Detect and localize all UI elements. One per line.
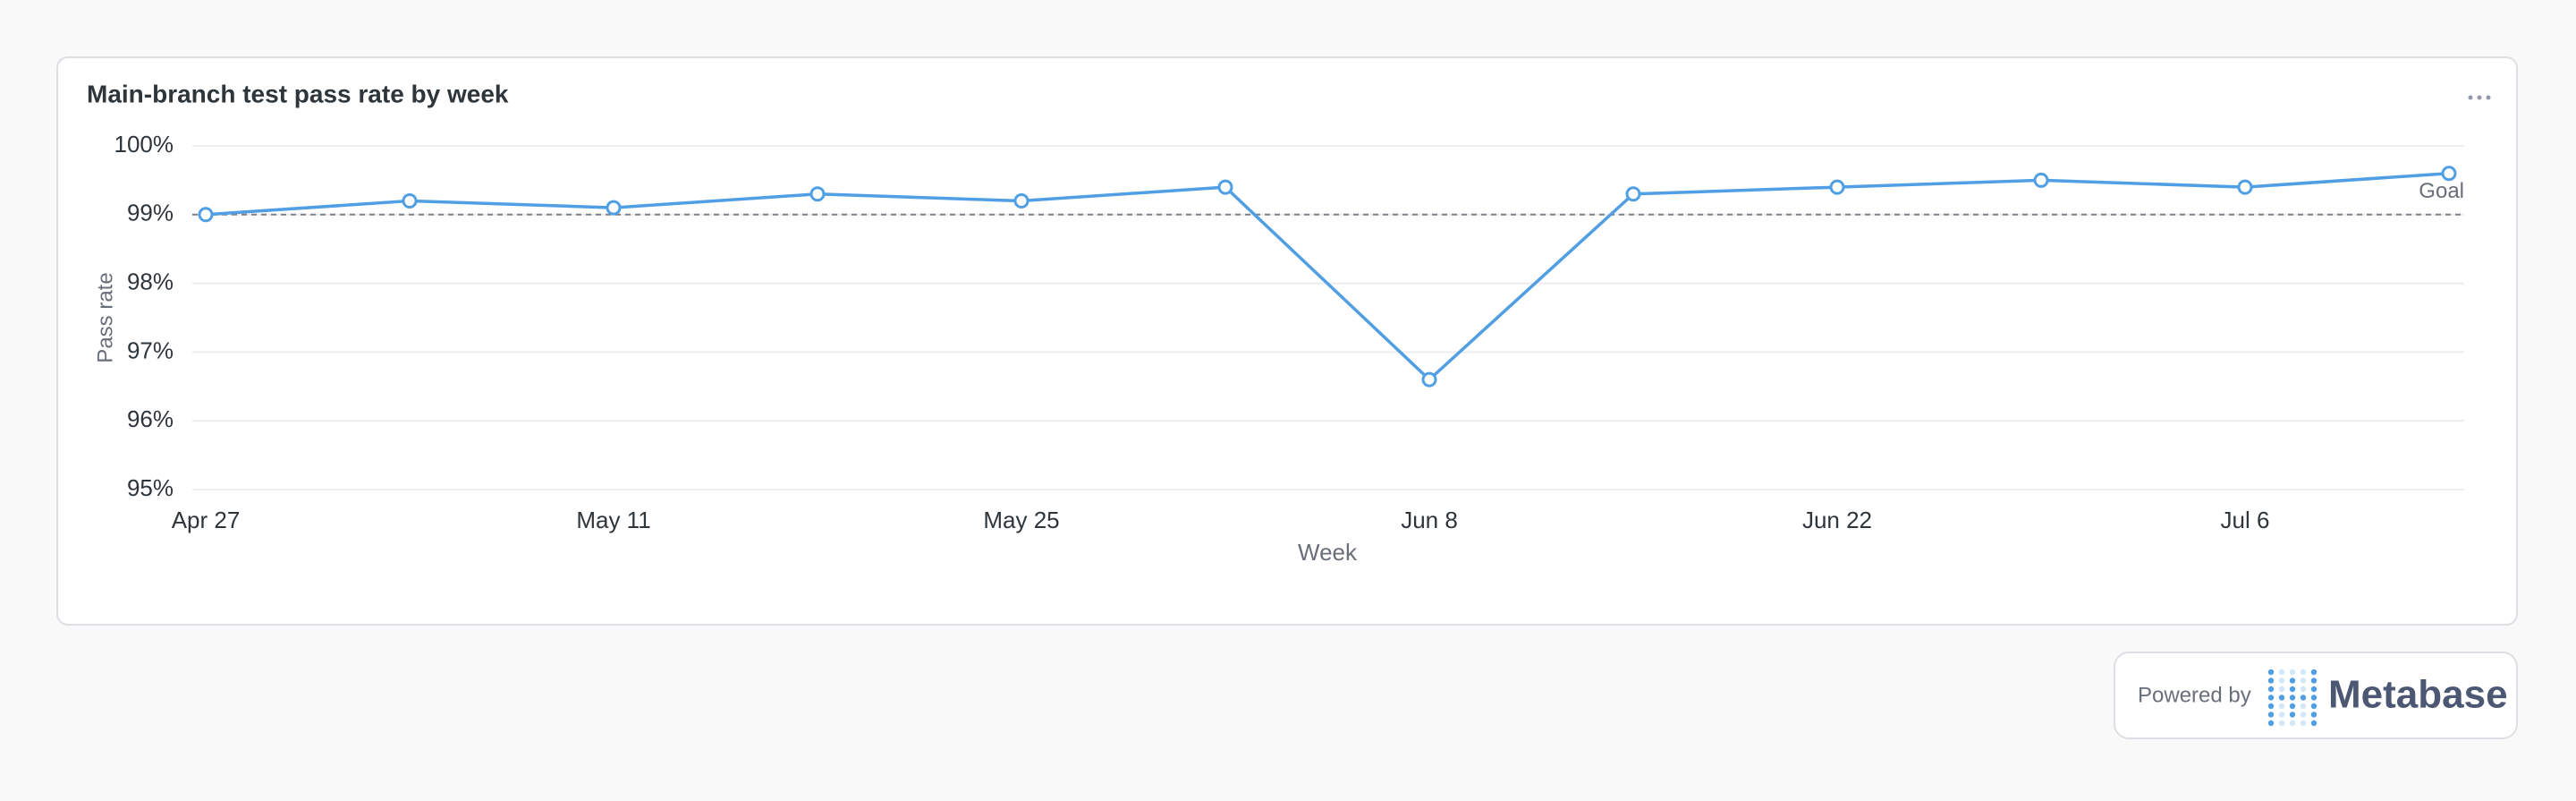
metabase-logo <box>2267 669 2318 727</box>
data-point <box>1421 371 1437 388</box>
logo-dot <box>2310 677 2318 684</box>
y-tick-label: 99% <box>127 200 174 226</box>
y-axis-label: Pass rate <box>93 272 117 362</box>
logo-dot <box>2300 703 2307 710</box>
logo-dot <box>2278 703 2285 710</box>
powered-by-text: Powered by <box>2138 683 2251 707</box>
card <box>56 56 2518 626</box>
logo-dot <box>2289 677 2296 684</box>
logo-dot <box>2310 694 2318 701</box>
x-tick-label: May 25 <box>983 507 1059 533</box>
powered-by-badge[interactable] <box>2114 652 2518 739</box>
data-point <box>1625 186 1641 202</box>
logo-dot <box>2278 720 2285 727</box>
data-point <box>198 207 214 223</box>
series-line <box>205 171 2450 381</box>
logo-dot <box>2310 669 2318 676</box>
data-point <box>402 192 418 209</box>
brand-name: Metabase <box>2328 673 2508 717</box>
x-axis-label: Week <box>1298 539 1358 566</box>
x-tick-label: Apr 27 <box>172 507 241 533</box>
logo-dot <box>2289 703 2296 710</box>
data-point <box>1013 192 1030 209</box>
logo-dot <box>2267 686 2275 693</box>
x-tick-label: Jun 8 <box>1401 507 1458 533</box>
logo-dot <box>2310 686 2318 693</box>
data-point <box>2441 166 2457 182</box>
logo-dot <box>2267 703 2275 710</box>
logo-dot <box>2289 694 2296 701</box>
logo-dot <box>2278 686 2285 693</box>
data-point <box>809 186 826 202</box>
data-point <box>1829 179 1845 195</box>
y-tick-label: 100% <box>114 131 174 158</box>
logo-dot <box>2310 720 2318 727</box>
data-point <box>606 200 622 216</box>
menu-icon[interactable] <box>2468 95 2491 100</box>
logo-dot <box>2300 694 2307 701</box>
chart-title: Main-branch test pass rate by week <box>87 80 509 107</box>
y-tick-label: 97% <box>127 337 174 363</box>
logo-dot <box>2267 677 2275 684</box>
logo-dot <box>2267 720 2275 727</box>
logo-dot <box>2278 694 2285 701</box>
logo-dot <box>2278 712 2285 718</box>
logo-dot <box>2300 712 2307 718</box>
logo-dot <box>2267 669 2275 676</box>
data-point <box>1217 179 1233 195</box>
logo-dot <box>2289 712 2296 718</box>
y-tick-label: 98% <box>127 268 174 294</box>
x-tick-label: May 11 <box>576 507 650 533</box>
x-tick-label: Jun 22 <box>1802 507 1872 533</box>
logo-dot <box>2289 720 2296 727</box>
logo-dot <box>2267 712 2275 718</box>
y-tick-label: 96% <box>127 405 174 432</box>
logo-dot <box>2278 677 2285 684</box>
data-point <box>2237 179 2253 195</box>
y-tick-label: 95% <box>127 474 174 501</box>
x-tick-label: Jul 6 <box>2221 507 2270 533</box>
logo-dot <box>2278 669 2285 676</box>
logo-dot <box>2300 669 2307 676</box>
logo-dot <box>2289 686 2296 693</box>
logo-dot <box>2289 669 2296 676</box>
logo-dot <box>2310 703 2318 710</box>
logo-dot <box>2300 677 2307 684</box>
logo-dot <box>2267 694 2275 701</box>
goal-label: Goal <box>2419 179 2464 203</box>
logo-dot <box>2300 686 2307 693</box>
logo-dot <box>2310 712 2318 718</box>
data-point <box>2033 172 2049 188</box>
logo-dot <box>2300 720 2307 727</box>
